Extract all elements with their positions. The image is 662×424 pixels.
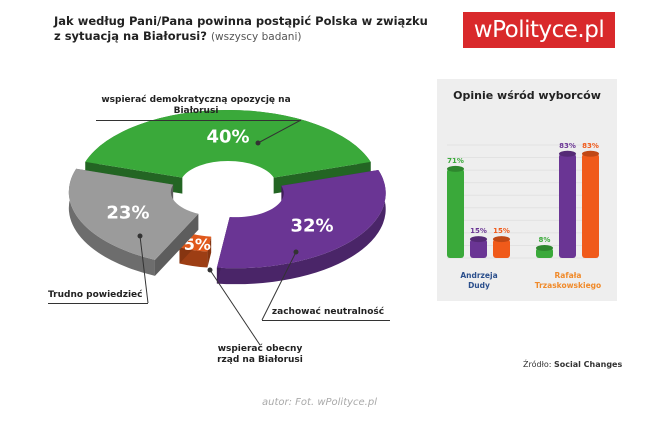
leader-dot — [207, 267, 213, 273]
bar — [559, 150, 576, 258]
slice-label-hard-to-say: Trudno powiedzieć — [48, 290, 143, 300]
leader-line — [209, 269, 261, 346]
slice-side — [68, 168, 155, 276]
leader-rule — [262, 320, 390, 321]
category-label: Dudy — [468, 281, 490, 290]
bar-value-label: 8% — [539, 236, 551, 244]
leader-dot — [255, 140, 261, 146]
bar-value-label: 15% — [470, 227, 487, 235]
leader-rule — [48, 303, 148, 304]
bar — [493, 236, 510, 258]
slice-top — [179, 233, 212, 252]
bar — [582, 150, 599, 258]
bar-value-label: 83% — [582, 142, 599, 150]
bar — [470, 236, 487, 258]
leader-line — [257, 119, 302, 144]
donut-slice: 5% — [179, 233, 212, 268]
leader-dot — [137, 233, 143, 239]
leader-line — [139, 235, 149, 304]
bar — [447, 165, 464, 258]
category-label: Rafała — [554, 271, 581, 280]
bar-value-label: 15% — [493, 227, 510, 235]
leader-rule — [96, 120, 301, 121]
slice-label-opposition: wspierać demokratyczną opozycję na Biało… — [101, 95, 291, 116]
bar — [536, 244, 553, 258]
author-credit: autor: Fot. wPolityce.pl — [262, 397, 377, 408]
leader-dot — [293, 249, 299, 255]
chart-title: Jak według Pani/Pana powinna postąpić Po… — [54, 14, 428, 43]
logo: wPolityce.pl — [463, 12, 615, 48]
leader-line — [261, 251, 297, 321]
panel-title: Opinie wśród wyborców — [453, 89, 601, 102]
slice-top — [85, 110, 371, 178]
slice-top — [68, 168, 199, 260]
slice-value-label: 40% — [206, 127, 249, 148]
slice-value-label: 5% — [184, 235, 211, 254]
slice-value-label: 23% — [106, 203, 149, 224]
bar-value-label: 83% — [559, 142, 576, 150]
category-label: Trzaskowskiego — [535, 281, 601, 290]
slice-value-label: 32% — [290, 216, 333, 237]
bar-value-label: 71% — [447, 157, 464, 165]
slice-label-neutral: zachować neutralność — [271, 307, 385, 317]
donut-slice: 23% — [68, 168, 199, 276]
source: Źródło: Social Changes — [523, 360, 623, 369]
slice-top — [216, 170, 386, 269]
slice-label-government: wspierać obecny rząd na Białorusi — [217, 344, 303, 365]
category-label: Andrzeja — [460, 271, 497, 280]
slice-side — [216, 170, 386, 285]
donut-slice: 32% — [216, 170, 386, 285]
